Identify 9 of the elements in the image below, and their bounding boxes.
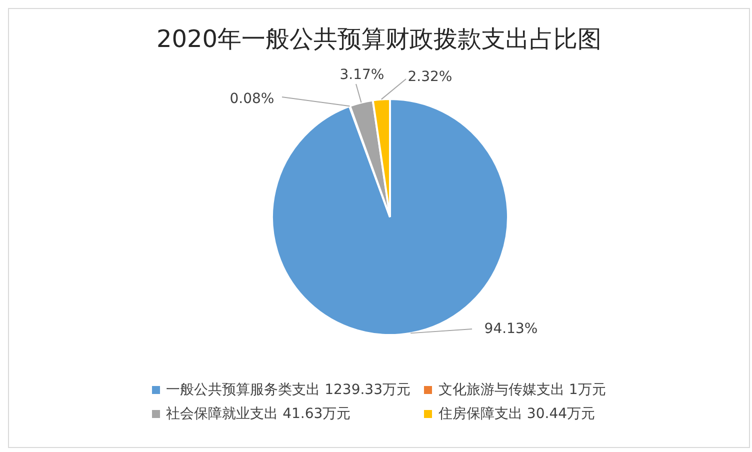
legend-label: 一般公共预算服务类支出 1239.33万元 bbox=[166, 381, 410, 399]
chart-title: 2020年一般公共预算财政拨款支出占比图 bbox=[155, 24, 603, 55]
data-label: 2.32% bbox=[408, 69, 452, 85]
legend-label: 文化旅游与传媒支出 1万元 bbox=[438, 381, 606, 399]
legend-label: 社会保障就业支出 41.63万元 bbox=[166, 405, 351, 423]
data-label: 3.17% bbox=[340, 67, 384, 83]
data-label: 0.08% bbox=[230, 91, 274, 107]
data-label: 94.13% bbox=[484, 321, 538, 337]
legend-label: 住房保障支出 30.44万元 bbox=[438, 405, 596, 423]
